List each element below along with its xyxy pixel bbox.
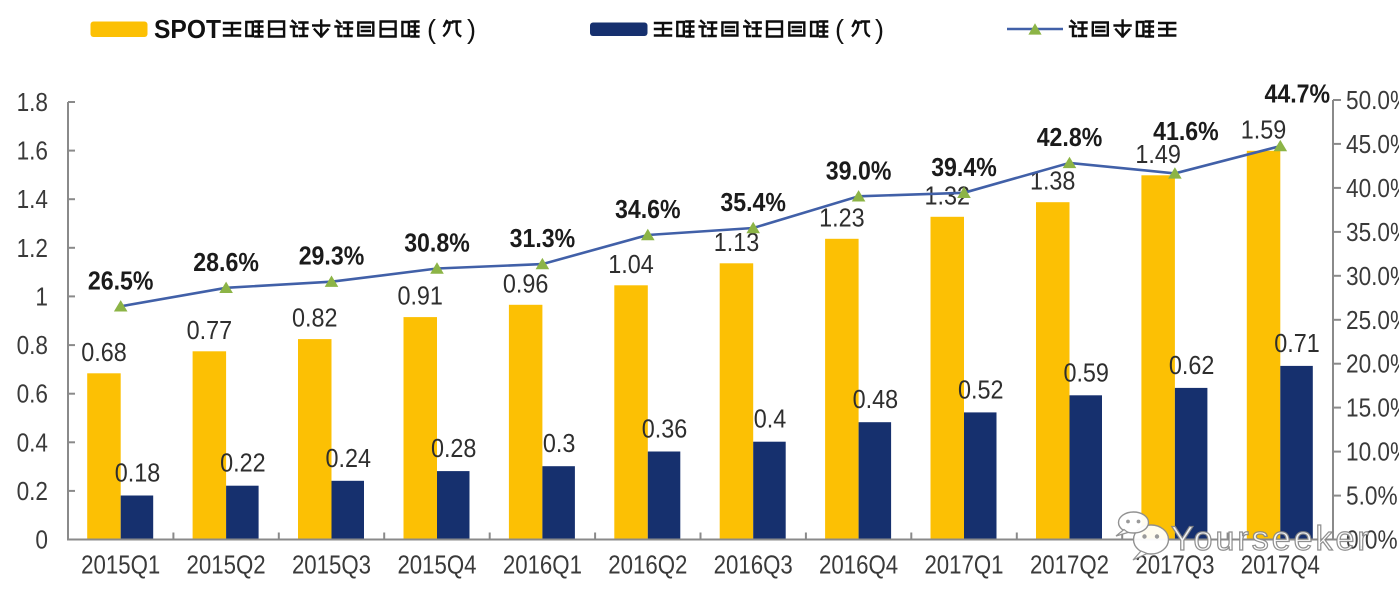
svg-text:2015Q4: 2015Q4 [397,550,476,580]
svg-text:0.22: 0.22 [220,448,266,478]
svg-text:15.0%: 15.0% [1346,393,1399,423]
svg-text:39.4%: 39.4% [931,152,997,182]
svg-text:(: ( [835,15,844,45]
svg-text:0.6: 0.6 [17,379,48,409]
svg-text:0.62: 0.62 [1169,350,1215,380]
svg-text:1.49: 1.49 [1135,139,1181,169]
svg-text:0.4: 0.4 [754,404,787,434]
svg-text:20.0%: 20.0% [1346,349,1399,379]
svg-text:0.8: 0.8 [17,330,48,360]
svg-text:SPOT: SPOT [154,14,221,44]
svg-text:2016Q4: 2016Q4 [819,550,898,580]
svg-text:Yourseeker: Yourseeker [1171,520,1372,558]
svg-text:0.3: 0.3 [543,428,576,458]
svg-text:0.24: 0.24 [326,443,372,473]
svg-text:0.77: 0.77 [187,315,233,345]
svg-text:0.28: 0.28 [431,433,477,463]
svg-text:2015Q2: 2015Q2 [187,550,266,580]
svg-text:): ) [467,15,476,45]
svg-text:26.5%: 26.5% [88,265,154,295]
svg-text:1.38: 1.38 [1030,166,1076,196]
svg-text:0.18: 0.18 [115,458,161,488]
svg-text:1.23: 1.23 [819,202,865,232]
svg-text:): ) [875,15,884,45]
svg-text:35.0%: 35.0% [1346,217,1399,247]
svg-text:2016Q3: 2016Q3 [714,550,793,580]
svg-text:2015Q1: 2015Q1 [81,550,160,580]
svg-text:2017Q2: 2017Q2 [1030,550,1109,580]
svg-text:1.4: 1.4 [17,184,48,214]
svg-text:30.8%: 30.8% [404,228,470,258]
svg-text:45.0%: 45.0% [1346,129,1399,159]
svg-text:1: 1 [35,281,48,311]
svg-text:0.0%: 0.0% [1346,525,1398,555]
svg-text:0.2: 0.2 [17,476,48,506]
svg-text:1.2: 1.2 [17,233,48,263]
svg-text:30.0%: 30.0% [1346,261,1399,291]
svg-text:34.6%: 34.6% [615,194,681,224]
svg-text:29.3%: 29.3% [299,241,365,271]
svg-text:50.0%: 50.0% [1346,85,1399,115]
svg-text:1.6: 1.6 [17,136,48,166]
svg-text:10.0%: 10.0% [1346,437,1399,467]
svg-text:0.68: 0.68 [81,337,127,367]
svg-text:2016Q2: 2016Q2 [608,550,687,580]
svg-text:0.59: 0.59 [1063,357,1109,387]
svg-text:40.0%: 40.0% [1346,173,1399,203]
svg-text:2017Q4: 2017Q4 [1241,550,1320,580]
svg-text:44.7%: 44.7% [1265,79,1331,109]
svg-text:0.91: 0.91 [397,281,443,311]
svg-text:(: ( [427,15,436,45]
svg-text:0.96: 0.96 [503,268,549,298]
svg-text:0.82: 0.82 [292,303,338,333]
svg-text:2017Q1: 2017Q1 [924,550,1003,580]
svg-text:41.6%: 41.6% [1153,116,1219,146]
svg-text:5.0%: 5.0% [1346,481,1398,511]
svg-text:1.59: 1.59 [1241,114,1287,144]
svg-text:0: 0 [35,525,48,555]
svg-text:31.3%: 31.3% [510,223,576,253]
svg-text:42.8%: 42.8% [1037,122,1103,152]
svg-text:35.4%: 35.4% [720,187,786,217]
svg-text:2015Q3: 2015Q3 [292,550,371,580]
svg-text:0.36: 0.36 [642,414,688,444]
svg-text:1.04: 1.04 [608,249,654,279]
svg-text:1.8: 1.8 [17,87,48,117]
svg-text:28.6%: 28.6% [193,247,259,277]
svg-text:0.52: 0.52 [958,374,1004,404]
svg-text:0.48: 0.48 [853,384,899,414]
svg-text:0.4: 0.4 [17,427,48,457]
svg-text:39.0%: 39.0% [826,155,892,185]
svg-text:0.71: 0.71 [1274,328,1320,358]
svg-text:25.0%: 25.0% [1346,305,1399,335]
svg-text:2016Q1: 2016Q1 [503,550,582,580]
